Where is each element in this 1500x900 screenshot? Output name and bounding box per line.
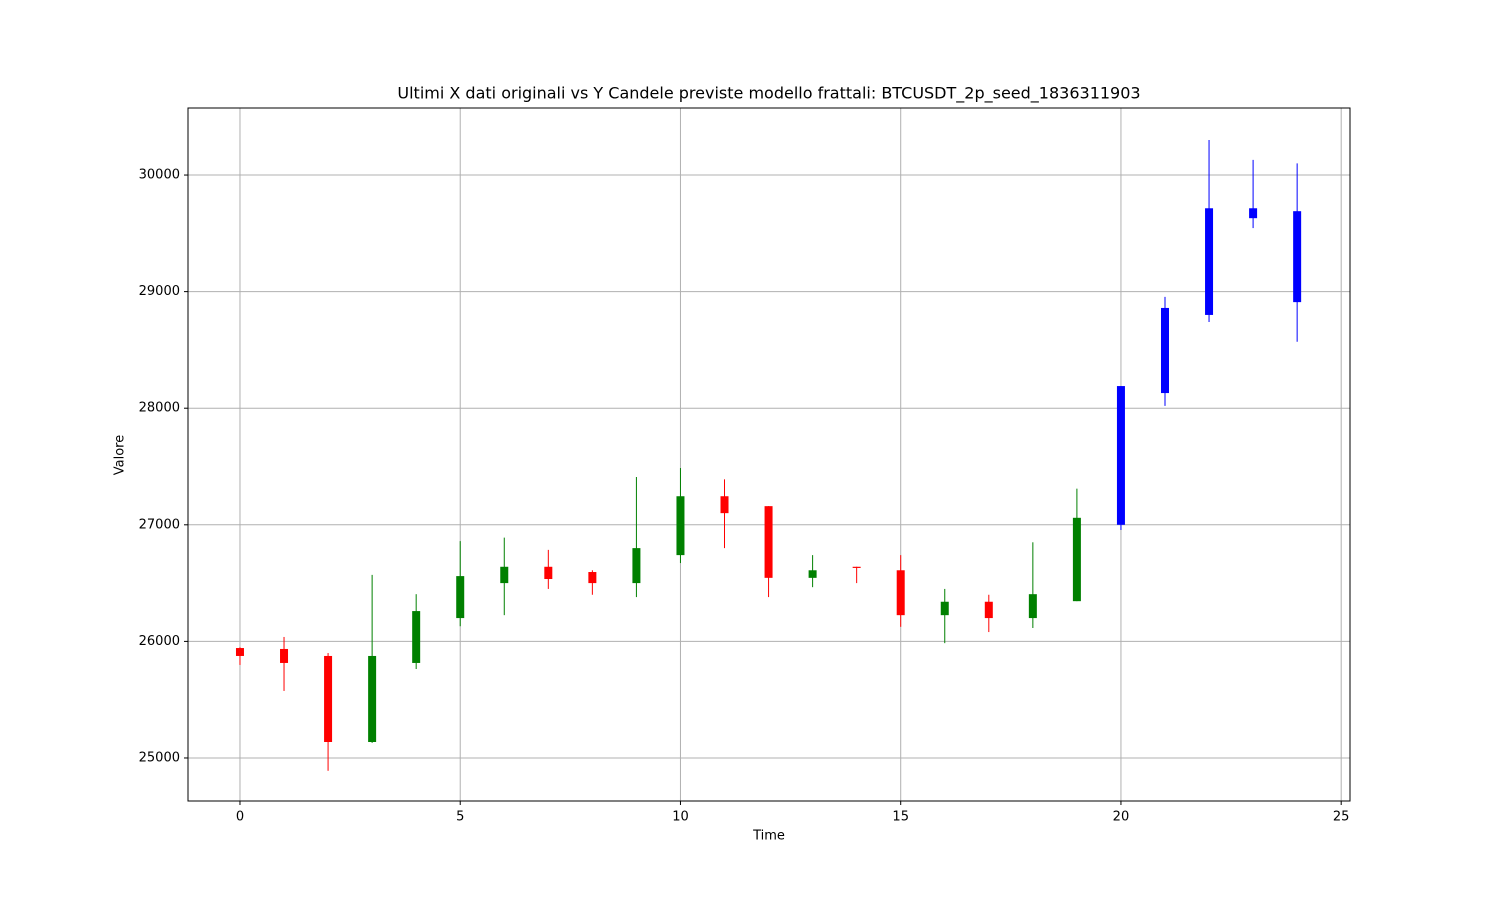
candle-body	[984, 601, 993, 619]
candle-body	[632, 548, 641, 584]
candle-body	[235, 648, 244, 656]
candle-body	[1293, 211, 1302, 303]
candle-body	[544, 566, 553, 580]
candle-body	[324, 655, 333, 743]
x-tick-label: 15	[892, 810, 909, 825]
y-tick-label: 28000	[139, 401, 180, 416]
candle-body	[852, 566, 861, 568]
x-tick-label: 20	[1113, 810, 1130, 825]
y-tick-label: 27000	[139, 517, 180, 532]
x-tick-label: 10	[672, 810, 689, 825]
x-tick-label: 25	[1333, 810, 1350, 825]
y-tick-label: 26000	[139, 634, 180, 649]
y-tick-label: 25000	[139, 750, 180, 765]
y-tick-label: 30000	[139, 168, 180, 183]
x-axis-label: Time	[752, 829, 785, 844]
y-tick-label: 29000	[139, 284, 180, 299]
y-axis-label: Valore	[113, 435, 128, 475]
candle-body	[368, 655, 377, 743]
candle-body	[1116, 386, 1125, 525]
x-tick-label: 5	[456, 810, 464, 825]
candle-body	[500, 566, 509, 584]
candle-body	[676, 496, 685, 556]
candle-body	[808, 570, 817, 578]
chart-title: Ultimi X dati originali vs Y Candele pre…	[397, 84, 1140, 104]
plot-frame	[187, 107, 1351, 802]
candle-body	[1072, 517, 1081, 602]
candle-body	[720, 496, 729, 514]
candle-body	[1205, 208, 1214, 315]
candle-body	[456, 576, 465, 619]
candle-body	[412, 611, 421, 663]
candle-body	[940, 601, 949, 616]
candle-body	[1028, 594, 1037, 619]
candle-body	[896, 570, 905, 616]
candle-body	[1160, 307, 1169, 394]
candle-body	[1249, 208, 1258, 219]
x-tick-label: 0	[236, 810, 244, 825]
candle-body	[764, 506, 773, 578]
candle-body	[280, 648, 289, 663]
candle-body	[588, 572, 597, 584]
